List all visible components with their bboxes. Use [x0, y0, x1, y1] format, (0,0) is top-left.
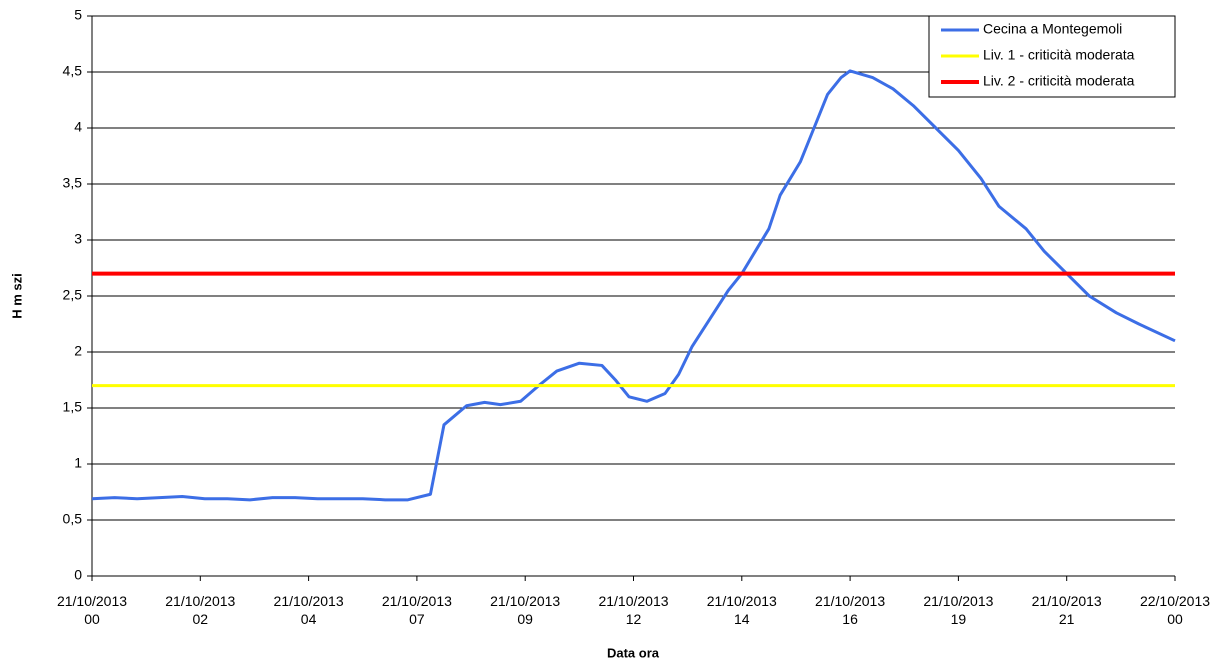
y-tick-label: 3: [74, 231, 82, 247]
y-tick-label: 0: [74, 567, 82, 583]
y-tick-label: 3,5: [63, 175, 83, 191]
y-tick-label: 4,5: [63, 63, 83, 79]
x-tick-label: 22/10/2013 00: [1139, 593, 1211, 627]
y-tick-label: 1: [74, 455, 82, 471]
x-tick-label: 21/10/2013 02: [165, 593, 236, 627]
legend-label: Liv. 1 - criticità moderata: [983, 47, 1135, 63]
x-tick-label: 21/10/2013 19: [923, 593, 994, 627]
y-tick-label: 0,5: [63, 511, 83, 527]
x-tick-label: 21/10/2013 12: [598, 593, 669, 627]
y-tick-label: 2: [74, 343, 82, 359]
legend-label: Liv. 2 - criticità moderata: [983, 73, 1135, 89]
x-tick-label: 21/10/2013 04: [273, 593, 344, 627]
y-tick-label: 2,5: [63, 287, 83, 303]
legend-label: Cecina a Montegemoli: [983, 21, 1122, 37]
y-axis-title: H m szi: [9, 273, 24, 319]
y-tick-label: 1,5: [63, 399, 83, 415]
x-axis-title: Data ora: [607, 645, 660, 660]
x-tick-label: 21/10/2013 07: [381, 593, 452, 627]
x-tick-label: 21/10/2013 21: [1031, 593, 1102, 627]
x-tick-label: 21/10/2013 14: [706, 593, 777, 627]
x-tick-label: 21/10/2013 09: [490, 593, 561, 627]
x-tick-label: 21/10/2013 16: [815, 593, 886, 627]
y-tick-label: 4: [74, 119, 82, 135]
x-tick-label: 21/10/2013 00: [56, 593, 128, 627]
y-tick-label: 5: [74, 7, 82, 23]
series-line: [91, 69, 1176, 502]
